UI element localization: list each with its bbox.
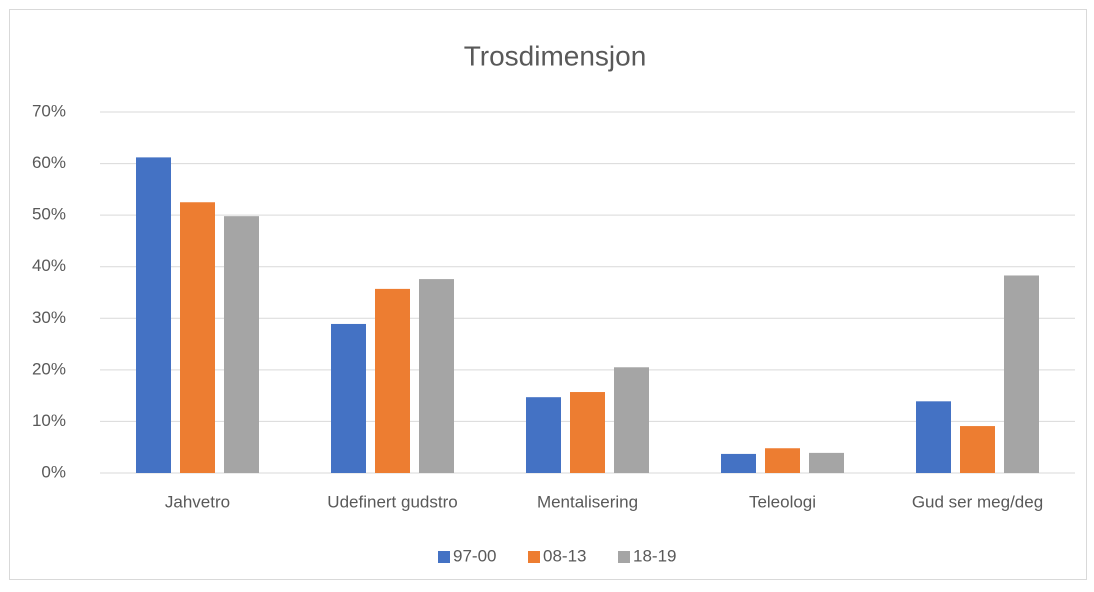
x-tick-label: Mentalisering <box>537 492 638 511</box>
legend-label: 08-13 <box>543 546 586 565</box>
y-tick-label: 0% <box>41 462 66 481</box>
y-tick-label: 30% <box>32 308 66 327</box>
bar <box>180 202 215 473</box>
chart-title: Trosdimensjon <box>464 40 647 71</box>
bar <box>809 452 844 473</box>
y-tick-label: 10% <box>32 411 66 430</box>
y-tick-label: 60% <box>32 153 66 172</box>
x-tick-label: Jahvetro <box>165 492 230 511</box>
x-tick-label: Udefinert gudstro <box>327 492 457 511</box>
y-tick-label: 20% <box>32 359 66 378</box>
bar <box>224 216 259 473</box>
bar <box>526 397 561 473</box>
bar <box>1004 275 1039 473</box>
bar <box>331 323 366 473</box>
bar <box>375 288 410 473</box>
legend-label: 97-00 <box>453 546 496 565</box>
y-tick-label: 70% <box>32 101 66 120</box>
y-tick-label: 40% <box>32 256 66 275</box>
legend-swatch <box>618 551 630 563</box>
legend-swatch <box>528 551 540 563</box>
x-tick-label: Gud ser meg/deg <box>912 492 1043 511</box>
bar <box>136 157 171 473</box>
bar <box>570 392 605 473</box>
bar <box>419 279 454 473</box>
bar <box>765 448 800 473</box>
legend-label: 18-19 <box>633 546 676 565</box>
bar <box>721 453 756 473</box>
y-tick-label: 50% <box>32 205 66 224</box>
legend-swatch <box>438 551 450 563</box>
bar <box>916 401 951 473</box>
bar <box>960 426 995 473</box>
bar <box>614 367 649 473</box>
x-tick-label: Teleologi <box>749 492 816 511</box>
